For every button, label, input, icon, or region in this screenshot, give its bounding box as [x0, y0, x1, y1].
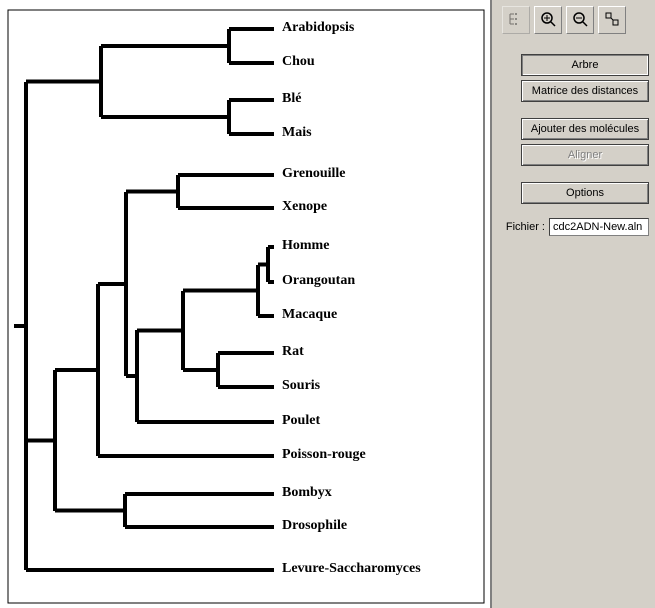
leaf-label-arabidopsis: Arabidopsis [282, 20, 354, 36]
zoom-out-icon [572, 11, 588, 30]
file-label: Fichier : [506, 221, 545, 233]
leaf-label-macaque: Macaque [282, 307, 337, 323]
file-row: Fichier : [502, 218, 649, 236]
tree-panel: Arabidopsis Chou Blé Mais Grenouille Xenope Ho… [0, 0, 490, 608]
leaf-label-homme: Homme [282, 238, 329, 254]
leaf-label-xenope: Xenope [282, 199, 327, 215]
matrice-button[interactable]: Matrice des distances [521, 80, 649, 102]
leaf-label-rat: Rat [282, 344, 304, 360]
options-button[interactable]: Options [521, 182, 649, 204]
tool-zoom-out[interactable] [566, 6, 594, 34]
leaf-label-bombyx: Bombyx [282, 485, 332, 501]
leaf-label-mais: Mais [282, 125, 312, 141]
tree-icon [508, 11, 524, 30]
leaf-label-drosophile: Drosophile [282, 518, 347, 534]
leaf-label-chou: Chou [282, 54, 315, 70]
subtree-icon [604, 11, 620, 30]
leaf-label-orangoutan: Orangoutan [282, 273, 355, 289]
leaf-label-grenouille: Grenouille [282, 166, 346, 182]
leaf-label-souris: Souris [282, 378, 320, 394]
leaf-label-poulet: Poulet [282, 413, 320, 429]
leaf-label-ble: Blé [282, 91, 301, 107]
leaf-label-poisson: Poisson-rouge [282, 447, 366, 463]
zoom-in-icon [540, 11, 556, 30]
toolbar [502, 6, 649, 34]
tool-tree-expand [502, 6, 530, 34]
aligner-button: Aligner [521, 144, 649, 166]
tool-zoom-in[interactable] [534, 6, 562, 34]
leaf-label-levure: Levure-Saccharomyces [282, 561, 421, 577]
file-input[interactable] [549, 218, 649, 236]
side-panel: Arbre Matrice des distances Ajouter des … [490, 0, 655, 608]
tool-subtree[interactable] [598, 6, 626, 34]
ajouter-button[interactable]: Ajouter des molécules [521, 118, 649, 140]
arbre-button[interactable]: Arbre [521, 54, 649, 76]
